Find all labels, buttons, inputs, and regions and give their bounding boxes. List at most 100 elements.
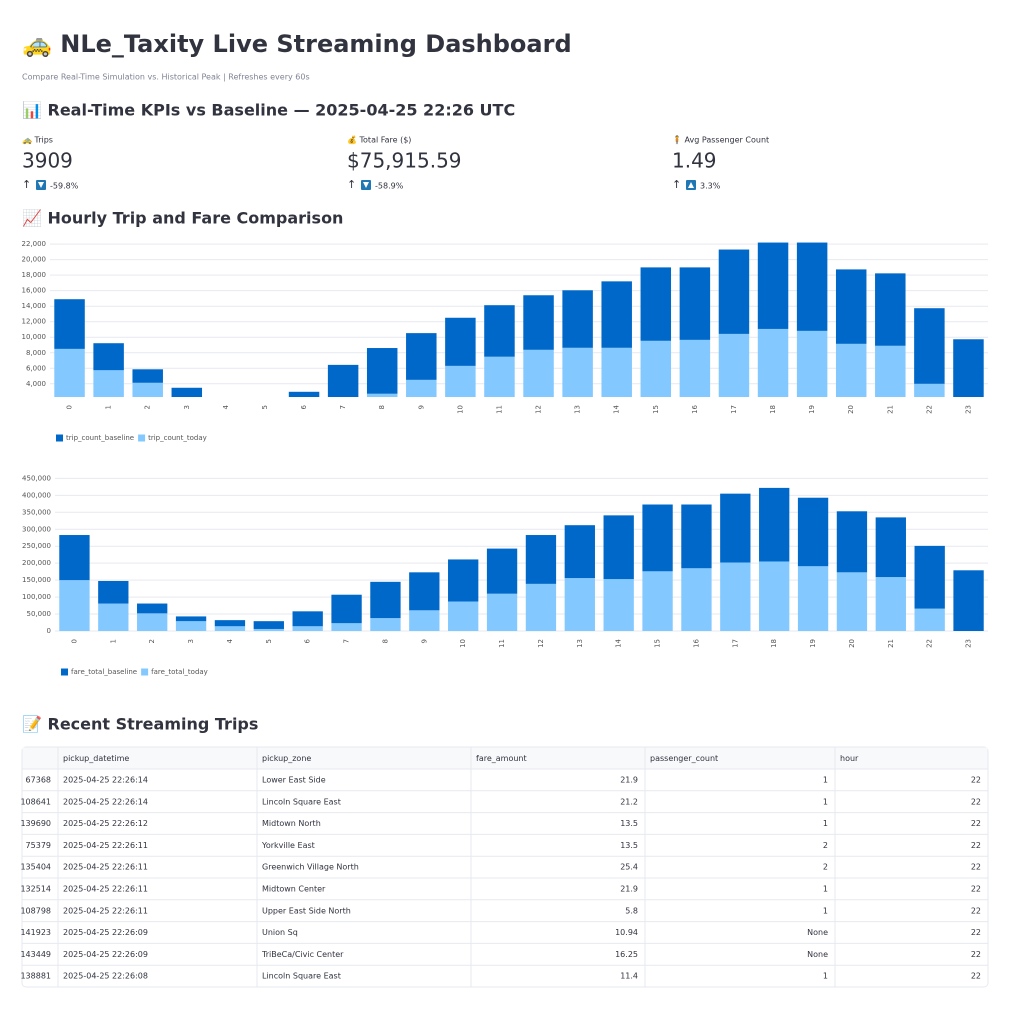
y-tick-label: 450,000 bbox=[22, 474, 51, 482]
bar bbox=[953, 339, 984, 397]
bar bbox=[448, 559, 479, 602]
kpi-value: 1.49 bbox=[672, 149, 717, 173]
table-cell: 11.4 bbox=[620, 972, 638, 981]
kpi-value: 3909 bbox=[22, 149, 73, 173]
table-cell: Upper East Side North bbox=[262, 906, 351, 915]
x-tick-label: 7 bbox=[343, 639, 351, 643]
kpi-label: 💰 Total Fare ($) bbox=[347, 135, 411, 145]
bar bbox=[288, 391, 320, 397]
x-tick-label: 16 bbox=[692, 638, 700, 647]
table-cell: 2025-04-25 22:26:08 bbox=[63, 972, 148, 981]
table-cell: 5.8 bbox=[625, 906, 638, 915]
bar bbox=[720, 493, 751, 563]
y-tick-label: 6,000 bbox=[26, 364, 46, 372]
table-cell: 2025-04-25 22:26:11 bbox=[63, 906, 148, 915]
bar bbox=[175, 621, 207, 631]
x-tick-label: 11 bbox=[495, 405, 503, 414]
bar bbox=[718, 249, 750, 334]
bar bbox=[564, 525, 595, 579]
row-index: 108641 bbox=[20, 797, 51, 806]
table-cell: 22 bbox=[971, 797, 981, 806]
bar bbox=[98, 603, 129, 631]
table-cell: None bbox=[807, 950, 828, 959]
bar bbox=[875, 517, 906, 578]
table-cell: Lincoln Square East bbox=[262, 797, 341, 806]
x-tick-label: 19 bbox=[808, 405, 816, 414]
row-index: 132514 bbox=[20, 885, 51, 894]
x-tick-label: 16 bbox=[691, 404, 699, 413]
table-cell: 2 bbox=[823, 841, 828, 850]
legend-label: fare_total_today bbox=[151, 668, 208, 676]
column-header: fare_amount bbox=[476, 754, 527, 763]
y-tick-label: 12,000 bbox=[22, 318, 47, 326]
table-cell: 13.5 bbox=[620, 819, 638, 828]
bar bbox=[445, 365, 476, 397]
legend-swatch bbox=[138, 434, 146, 442]
table-cell: 2025-04-25 22:26:11 bbox=[63, 885, 148, 894]
table-cell: 2025-04-25 22:26:11 bbox=[63, 863, 148, 872]
bar bbox=[406, 379, 437, 397]
table-cell: 22 bbox=[971, 819, 981, 828]
row-index: 135404 bbox=[20, 863, 51, 872]
bar bbox=[679, 267, 711, 340]
x-tick-label: 20 bbox=[848, 639, 856, 648]
table-cell: 2025-04-25 22:26:09 bbox=[63, 950, 148, 959]
bar bbox=[525, 535, 557, 584]
legend-swatch bbox=[61, 668, 68, 676]
delta-arrow: ↑ bbox=[672, 178, 681, 191]
bar bbox=[603, 579, 634, 631]
table-cell: 1 bbox=[823, 885, 828, 894]
bar bbox=[409, 610, 440, 631]
section-title: 📝 Recent Streaming Trips bbox=[22, 715, 258, 734]
y-tick-label: 100,000 bbox=[22, 593, 51, 601]
x-tick-label: 14 bbox=[613, 404, 621, 413]
kpi-delta: -59.8% bbox=[50, 182, 79, 191]
bar bbox=[327, 364, 359, 397]
x-tick-label: 18 bbox=[769, 405, 777, 414]
table-cell: 2025-04-25 22:26:12 bbox=[63, 819, 148, 828]
bar bbox=[525, 583, 557, 631]
x-tick-label: 22 bbox=[925, 405, 933, 414]
x-tick-label: 21 bbox=[887, 639, 895, 648]
bar bbox=[796, 242, 828, 331]
column-header: passenger_count bbox=[650, 754, 718, 763]
kpi-value: $75,915.59 bbox=[347, 149, 462, 173]
bar bbox=[523, 295, 554, 350]
x-tick-label: 0 bbox=[66, 405, 74, 409]
x-tick-label: 19 bbox=[809, 639, 817, 648]
bar bbox=[914, 608, 945, 631]
delta-arrow: ↑ bbox=[347, 178, 356, 191]
bar bbox=[292, 611, 323, 627]
bar bbox=[757, 242, 789, 329]
bar bbox=[448, 601, 479, 631]
bar bbox=[137, 603, 168, 614]
y-tick-label: 4,000 bbox=[26, 380, 46, 388]
y-tick-label: 300,000 bbox=[22, 525, 51, 533]
row-index: 139690 bbox=[20, 819, 51, 828]
bar bbox=[253, 628, 284, 631]
bar bbox=[797, 497, 829, 567]
delta-icon-arrow bbox=[38, 182, 44, 188]
table-cell: Lower East Side bbox=[262, 776, 326, 785]
table-cell: 2025-04-25 22:26:14 bbox=[63, 797, 148, 806]
y-tick-label: 16,000 bbox=[22, 287, 47, 295]
x-tick-label: 3 bbox=[183, 405, 191, 409]
bar bbox=[679, 339, 711, 397]
table-cell: 22 bbox=[971, 776, 981, 785]
bar bbox=[137, 613, 168, 631]
y-tick-label: 50,000 bbox=[27, 610, 52, 618]
y-tick-label: 22,000 bbox=[22, 240, 47, 248]
table-cell: 1 bbox=[823, 797, 828, 806]
x-tick-label: 8 bbox=[378, 405, 386, 409]
y-tick-label: 250,000 bbox=[22, 542, 51, 550]
bar bbox=[642, 571, 673, 631]
table-cell: Union Sq bbox=[262, 928, 298, 937]
bar bbox=[484, 356, 515, 397]
table-cell: 1 bbox=[823, 906, 828, 915]
x-tick-label: 9 bbox=[420, 639, 428, 643]
bar bbox=[214, 620, 246, 627]
bar bbox=[640, 340, 672, 397]
y-tick-label: 150,000 bbox=[22, 576, 51, 584]
x-tick-label: 8 bbox=[381, 639, 389, 643]
